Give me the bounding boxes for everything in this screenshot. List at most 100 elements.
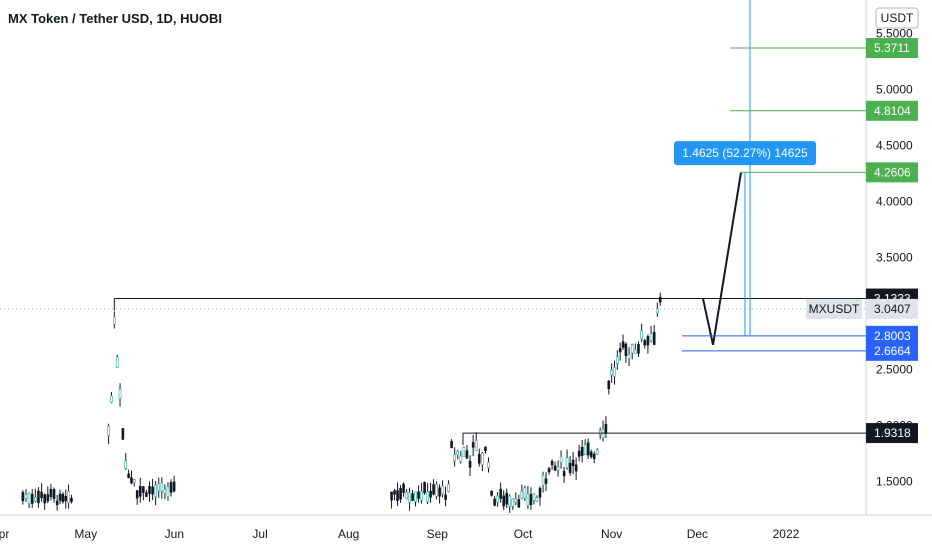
candle-body [154,484,157,497]
x-tick-label: Oct [514,527,533,541]
candle-body [523,487,527,499]
candle-body [511,498,515,507]
candle-body [157,483,161,492]
price-axis[interactable]: 1.50002.00002.50003.00003.50004.00004.50… [876,27,913,489]
candle-body [453,454,456,462]
candle-body [115,356,119,368]
x-tick-label: Sep [427,527,449,541]
candle-body [595,449,599,455]
candle-body [559,456,563,463]
candle-body [429,490,432,498]
candle-body [634,349,637,355]
candle-body [616,356,619,364]
candle-body [426,491,429,502]
candle-body [508,495,512,507]
candle-body [172,481,176,492]
x-tick-label: May [74,527,97,541]
candle-body [514,498,518,503]
x-tick-label: Jun [165,527,184,541]
candle-body [526,493,530,506]
candle-body [462,447,466,457]
candle-body [420,490,423,501]
candle-body [118,388,122,400]
drawings-group [0,0,866,446]
candle-body [148,485,151,494]
x-tick-label: Dec [687,527,708,541]
y-tick-label: 5.0000 [876,83,913,97]
candle-body [646,336,650,346]
price-labels-group: 2.9007 (103.37%) 290071.4625 (52.27%) 14… [674,7,919,444]
candle-body [423,482,426,494]
price-label-box [866,340,918,361]
candle-body [52,489,56,499]
candle-body [49,488,53,498]
candle-body [637,343,640,354]
y-tick-label: 1.5000 [876,474,913,488]
price-label-text: 5.3711 [874,41,910,55]
x-tick-label: Nov [601,527,622,541]
candle-body [166,486,170,498]
y-tick-label: 4.0000 [876,195,913,209]
candle-body [481,452,484,466]
candle-body [538,488,542,498]
price-label-box [866,100,918,121]
candle-body [402,483,405,493]
candle-body [630,344,634,354]
candle-body [468,460,472,468]
candle-body [145,492,148,497]
y-tick-label: 4.5000 [876,139,913,153]
candle-body [487,461,490,469]
candle-body [484,446,487,452]
candle-body [414,491,417,503]
x-tick-label: 2022 [773,527,800,541]
candle-body [435,483,438,497]
candle-body [438,487,441,497]
candle-body [544,478,548,484]
current-price-box [866,298,918,319]
price-label-text: 2.6664 [874,344,911,358]
symbol-box [806,298,862,319]
candle-body [30,493,34,504]
price-label-box [866,423,918,444]
candle-body [624,343,628,357]
candle-body [517,499,521,508]
candle-body [67,490,70,504]
price-label-text: 4.8104 [874,104,911,118]
candle-body [499,488,502,499]
candle-body [604,423,608,434]
time-axis[interactable]: Apr May Jun Jul Aug Sep Oct Nov Dec 2022 [0,527,800,541]
candle-body [142,486,145,493]
candle-body [496,495,499,503]
candle-body [640,330,643,340]
candle-body [574,464,578,472]
candle-body [577,450,581,457]
measure-label-box [674,141,816,166]
candle-body [592,453,596,460]
candle-body [474,440,478,451]
candle-body [618,348,622,353]
candle-body [547,468,551,473]
candle-body [471,442,475,448]
candle-body [613,366,616,377]
candle-body [610,369,613,376]
candle-body [583,444,587,455]
symbol-text: MXUSDT [809,302,860,316]
candle-body [621,341,625,348]
candle-body [124,460,128,470]
candle-body [520,491,524,499]
candle-body [393,490,396,495]
candle-body [553,465,557,471]
candle-body [396,490,399,501]
candle-body [405,491,408,500]
candle-body [34,497,37,502]
price-label-text: 2.8003 [874,329,911,343]
y-tick-label: 5.5000 [876,27,913,41]
x-tick-label: Jul [252,527,267,541]
candle-body [151,486,154,495]
x-tick-label: Aug [338,527,359,541]
currency-box [875,7,919,29]
candle-body [110,395,113,403]
candle-body [27,492,31,504]
candle-body [477,454,481,464]
